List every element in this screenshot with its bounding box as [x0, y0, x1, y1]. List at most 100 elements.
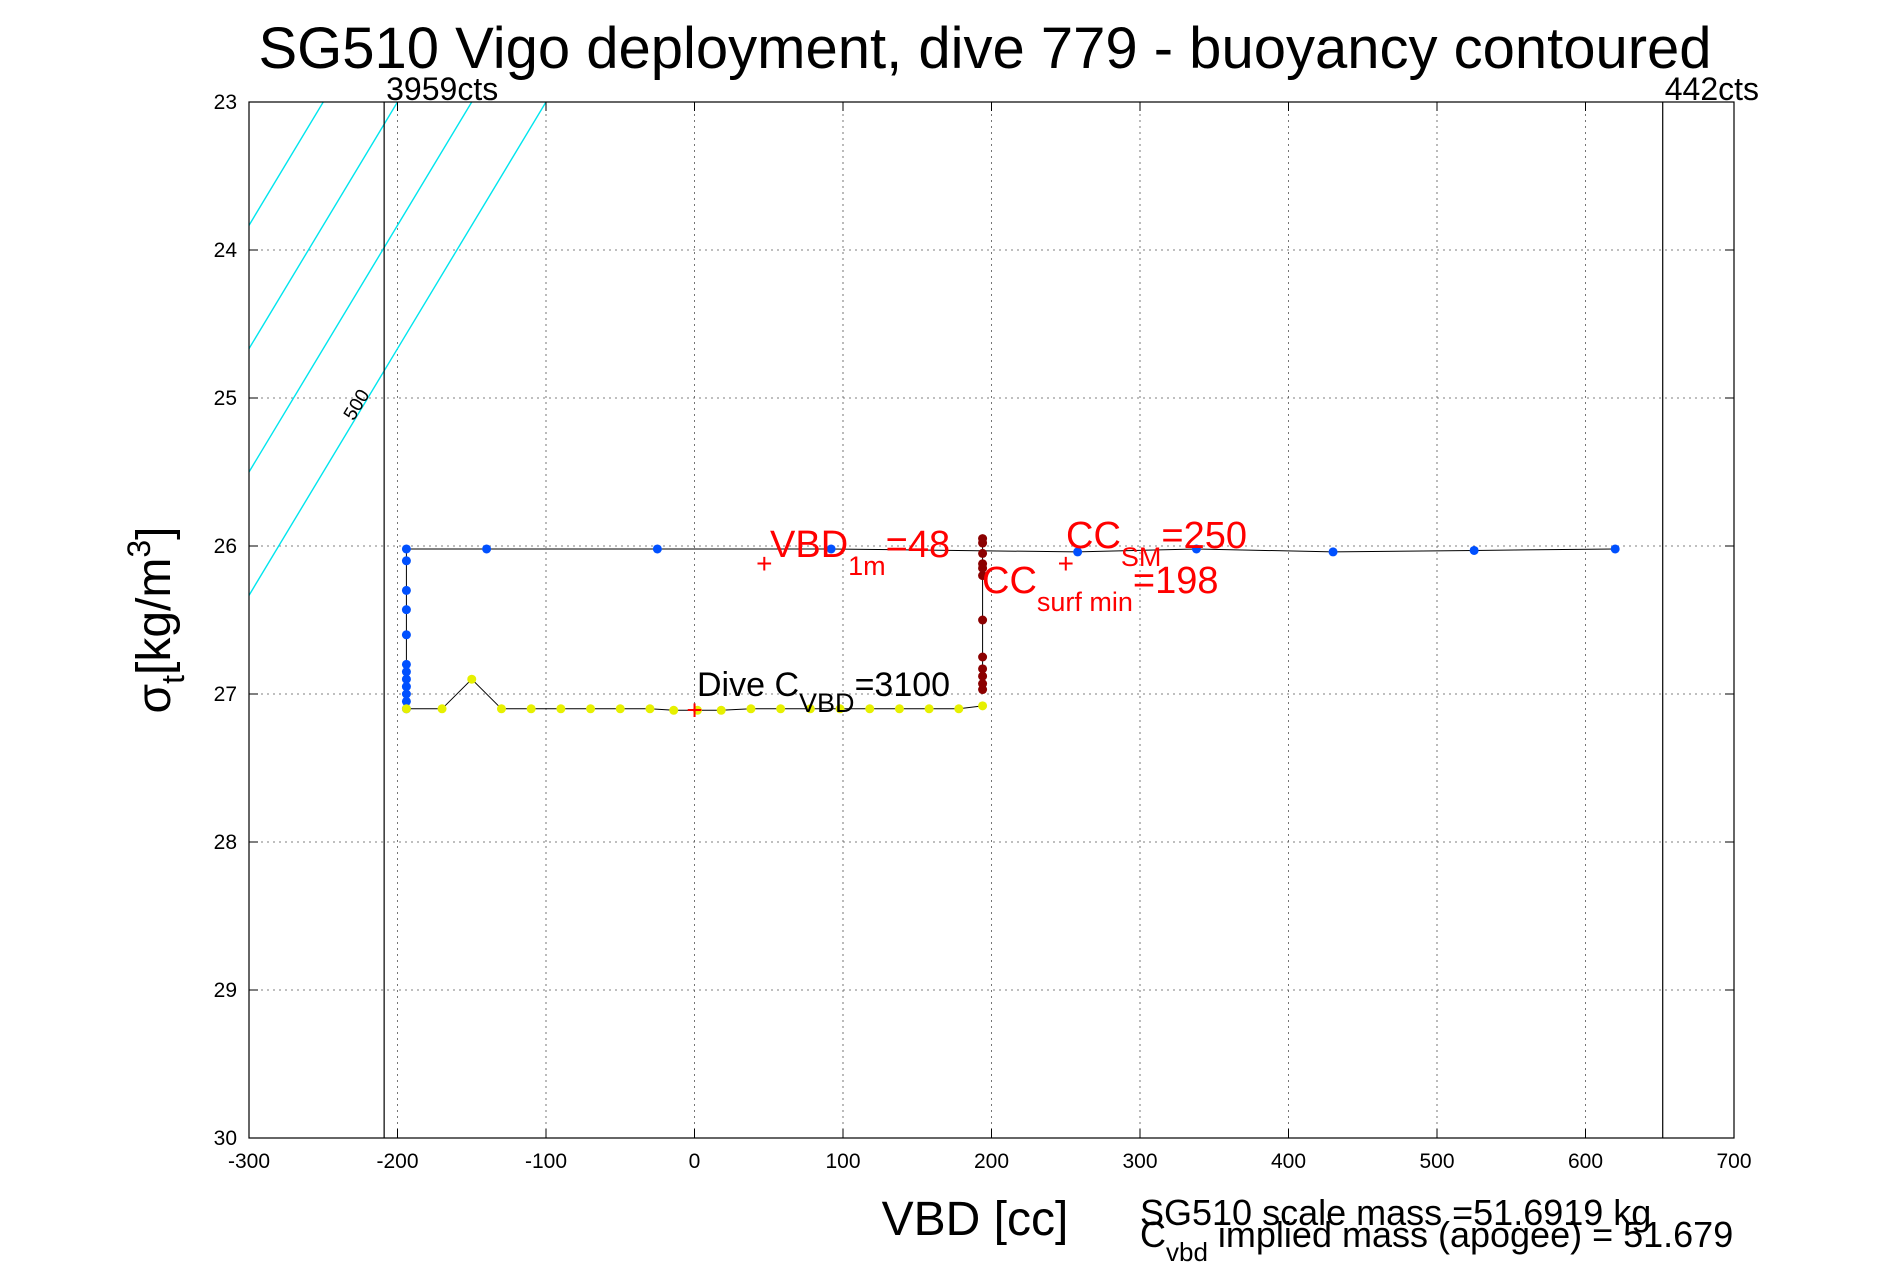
series-point — [978, 548, 988, 558]
series-point — [805, 704, 815, 714]
series-point — [978, 571, 988, 581]
series-point — [776, 704, 786, 714]
x-tick-label: 500 — [1419, 1150, 1454, 1173]
cc-surf-min-annotation: CCsurf min=198 — [982, 560, 1219, 617]
dive-c-vbd-sub: VBD — [799, 688, 855, 718]
series-point — [556, 704, 566, 714]
x-tick-label: 700 — [1716, 1150, 1751, 1173]
y-tick-label: 26 — [214, 535, 237, 558]
series-point — [954, 704, 964, 714]
series-point — [496, 704, 506, 714]
series-point — [746, 704, 756, 714]
cc-sm-tail: =250 — [1161, 515, 1247, 557]
series-point — [894, 704, 904, 714]
series-point — [978, 664, 988, 674]
y-tick-label: 23 — [214, 91, 237, 114]
series-point — [482, 544, 492, 554]
series-point — [1073, 547, 1083, 557]
x-tick-label: -200 — [376, 1150, 418, 1173]
vbd-limit-label: 442cts — [1665, 71, 1759, 107]
series-point — [401, 585, 411, 595]
series-point — [401, 605, 411, 615]
series-point — [1328, 547, 1338, 557]
series-point — [978, 685, 988, 695]
buoyancy-contour-line — [249, 102, 547, 597]
series-point — [401, 696, 411, 706]
x-tick-label: 300 — [1122, 1150, 1157, 1173]
buoyancy-contours — [249, 102, 547, 597]
series-point — [924, 704, 934, 714]
series-point — [978, 559, 988, 569]
vbd-1m-annotation: VBD1m=48 — [770, 524, 950, 581]
series-point — [401, 682, 411, 692]
buoyancy-contour-line — [249, 102, 399, 351]
y-tick-label: 29 — [214, 979, 237, 1002]
reference-marker: + — [756, 548, 772, 579]
x-axis-ticks: -300 -200 -100 0 100 200 300 400 500 600 700 — [228, 102, 1752, 1173]
x-tick-label: 600 — [1568, 1150, 1603, 1173]
x-tick-label: 400 — [1271, 1150, 1306, 1173]
y-axis-label-sup: 3 — [121, 540, 157, 558]
series-point — [401, 659, 411, 669]
series-point — [978, 615, 988, 625]
vbd-limit-lines: 3959cts 442cts — [383, 71, 1759, 1138]
series-point — [978, 701, 988, 711]
cc-surf-min-sub: surf min — [1037, 587, 1133, 617]
cc-sm-annotation: CCSM=250 — [1066, 515, 1247, 572]
plot-area: 500 3959cts 442cts + + + -300 -200 -100 0 100 20… — [214, 71, 1759, 1173]
series-point — [401, 667, 411, 677]
series-point — [526, 704, 536, 714]
data-series — [401, 534, 1620, 715]
y-axis-label-main: σ — [128, 684, 181, 714]
series-point — [401, 544, 411, 554]
series-point — [586, 704, 596, 714]
dive-c-vbd-tail: =3100 — [855, 666, 951, 704]
series-point — [692, 705, 702, 715]
series-point — [615, 704, 625, 714]
reference-markers: + + + — [686, 548, 1074, 726]
series-point — [401, 704, 411, 714]
y-axis-label-units: [kg/m — [128, 558, 181, 675]
series-point — [652, 544, 662, 554]
y-tick-label: 30 — [214, 1127, 237, 1150]
implied-mass-sub: vbd — [1166, 1237, 1208, 1262]
series-point — [645, 704, 655, 714]
series-point — [401, 689, 411, 699]
dive-c-vbd-main: Dive C — [697, 666, 799, 704]
series-point — [1610, 544, 1620, 554]
y-axis-label-sub: t — [155, 675, 191, 684]
y-axis-ticks: 23 24 25 26 27 28 29 30 — [214, 91, 1734, 1150]
series-point — [467, 674, 477, 684]
series-point — [669, 705, 679, 715]
series-point — [437, 704, 447, 714]
vbd-1m-tail: =48 — [886, 524, 950, 566]
implied-mass-main: C — [1140, 1214, 1166, 1255]
x-tick-label: -300 — [228, 1150, 270, 1173]
series-point — [835, 704, 845, 714]
x-tick-label: -100 — [525, 1150, 567, 1173]
y-axis-label: σt[kg/m3] — [121, 526, 191, 713]
series-point — [1469, 545, 1479, 555]
series-point — [826, 544, 836, 554]
cc-surf-min-tail: =198 — [1133, 560, 1219, 602]
series-point — [401, 674, 411, 684]
x-tick-label: 200 — [974, 1150, 1009, 1173]
implied-mass-tail: implied mass (apogee) = 51.679 — [1208, 1214, 1733, 1255]
series-point — [978, 652, 988, 662]
vbd-1m-sub: 1m — [848, 551, 886, 581]
reference-marker: + — [686, 694, 702, 725]
series-point — [865, 704, 875, 714]
buoyancy-contour-line — [249, 102, 473, 474]
vbd-1m-main: VBD — [770, 524, 848, 566]
series-point — [978, 671, 988, 681]
scale-mass-text: SG510 scale mass =51.6919 kg — [1140, 1192, 1651, 1233]
cc-sm-sub: SM — [1121, 542, 1162, 572]
cc-surf-min-main: CC — [982, 560, 1037, 602]
implied-mass-text: Cvbd implied mass (apogee) = 51.679 — [1140, 1214, 1733, 1262]
x-tick-label: 100 — [825, 1150, 860, 1173]
reference-marker: + — [1058, 548, 1074, 579]
series-point — [716, 705, 726, 715]
vbd-limit-label: 3959cts — [386, 71, 498, 107]
cc-sm-main: CC — [1066, 515, 1121, 557]
